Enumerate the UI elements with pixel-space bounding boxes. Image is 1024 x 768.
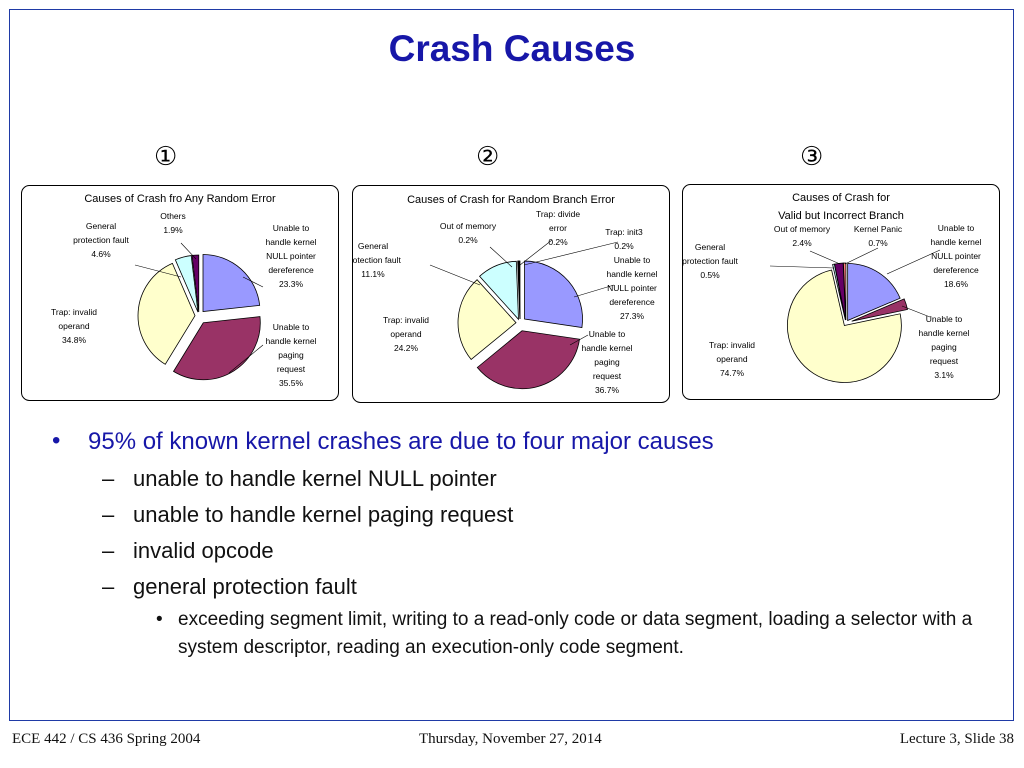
pie-chart-any-random-error: Causes of Crash fro Any Random Error Unab… [21,185,339,401]
slice-label: Trap: invalid operand 74.7% [709,340,755,378]
leader-line [134,264,182,278]
pie-slice [847,263,901,322]
leader-line [489,246,513,268]
slice-label: Out of memory 0.2% [440,221,497,245]
pie-slice [787,269,902,383]
slice-label: Unable to handle kernel paging request 35.5% [265,322,316,388]
pie-slice [843,262,847,321]
chart-title: Causes of Crash for [792,192,890,204]
page-title: Crash Causes [388,28,636,69]
leader-line [573,284,615,298]
bullet-dot: • [52,427,61,454]
leader-line [242,276,264,288]
pie-chart-random-branch-error: Causes of Crash for Random Branch Error U… [352,185,670,403]
leader-line [519,239,553,266]
chart-title: Causes of Crash fro Any Random Error [84,193,276,205]
sub-bullet-text: invalid opcode [133,538,274,563]
slide-frame [9,9,1014,721]
pie-slice [851,298,908,322]
sub-bullet: – unable to handle kernel NULL pointer [46,466,986,492]
slice-label: Unable to handle kernel paging request 36.7% [581,329,632,395]
slice-label: General protection fault 4.6% [73,221,129,259]
slice-label: Unable to handle kernel paging request 3.1% [918,314,969,380]
sub-bullet: – invalid opcode [46,538,986,564]
pie-slice [476,330,580,390]
slice-label: Trap: divide error 0.2% [536,209,580,247]
slice-label: General protection fault 0.5% [682,242,738,280]
leader-line [180,242,197,260]
pie-slice [191,254,200,313]
leader-line [228,344,264,374]
leader-line [844,247,879,265]
leader-line [769,265,835,269]
leader-line [429,264,481,286]
slice-label: Unable to handle kernel NULL pointer derefe… [606,255,657,321]
leader-line [569,334,589,346]
footer-slide-number: Lecture 3, Slide 38 [899,731,1014,747]
sub-bullet-dash: – [102,502,115,527]
slice-label: Kernel Panic 0.7% [854,224,903,248]
sub-bullet-text: unable to handle kernel paging request [133,502,514,527]
pie-chart-svg: Causes of Crash for Valid but Incorrect B… [682,184,1000,400]
sub-bullet: – general protection fault [46,574,986,600]
sub-bullet-text: unable to handle kernel NULL pointer [133,466,497,491]
pie-slice [174,255,199,313]
chart-number-1: ① [154,142,178,172]
chart-number-2: ② [476,142,500,172]
footer-date: Thursday, November 27, 2014 [419,731,602,747]
leader-line [523,241,619,266]
sub-sub-bullet: • exceeding segment limit, writing to a … [46,606,986,662]
pie-chart-valid-incorrect-branch: Causes of Crash for Valid but Incorrect B… [682,184,1000,400]
chart-title: Causes of Crash for Random Branch Error [407,194,615,206]
sub-bullet: – unable to handle kernel paging request [46,502,986,528]
chart-number-3: ③ [800,142,824,172]
pie-slice [478,260,519,321]
sub-sub-bullet-dot: • [156,609,163,630]
leader-line [886,249,941,275]
leader-line [809,250,841,265]
pie-slice [172,316,261,381]
pie-slice [137,262,196,365]
slice-label: Trap: init3 0.2% [605,227,643,251]
bullet-main-text: 95% of known kernel crashes are due to f… [88,428,714,455]
pie-chart-svg: Causes of Crash for Random Branch Error U… [352,185,670,403]
slice-label: Trap: invalid operand 24.2% [383,315,429,353]
pie-slice [457,279,517,361]
bullet-list: • 95% of known kernel crashes are due to… [46,427,986,662]
sub-sub-bullet-text: exceeding segment limit, writing to a re… [178,609,973,658]
sub-bullet-text: general protection fault [133,574,357,599]
bullet-main: • 95% of known kernel crashes are due to… [46,427,986,456]
slice-label: Others 1.9% [160,211,186,235]
slice-label: Unable to handle kernel NULL pointer derefe… [265,223,316,289]
footer-course: ECE 442 / CS 436 Spring 2004 [12,731,201,747]
leader-line [901,305,931,318]
pie-chart-svg: Causes of Crash fro Any Random Error Unab… [21,185,339,401]
slice-label: Trap: invalid operand 34.8% [51,307,97,345]
pie-slice [202,254,261,312]
slice-label: Out of memory 2.4% [774,224,831,248]
chart-title: Valid but Incorrect Branch [778,210,904,222]
pie-slice [524,260,583,328]
sub-bullet-dash: – [102,466,115,491]
slice-label: Unable to handle kernel NULL pointer derefe… [930,223,981,289]
sub-bullet-dash: – [102,538,115,563]
pie-slice [518,260,521,320]
sub-bullet-dash: – [102,574,115,599]
